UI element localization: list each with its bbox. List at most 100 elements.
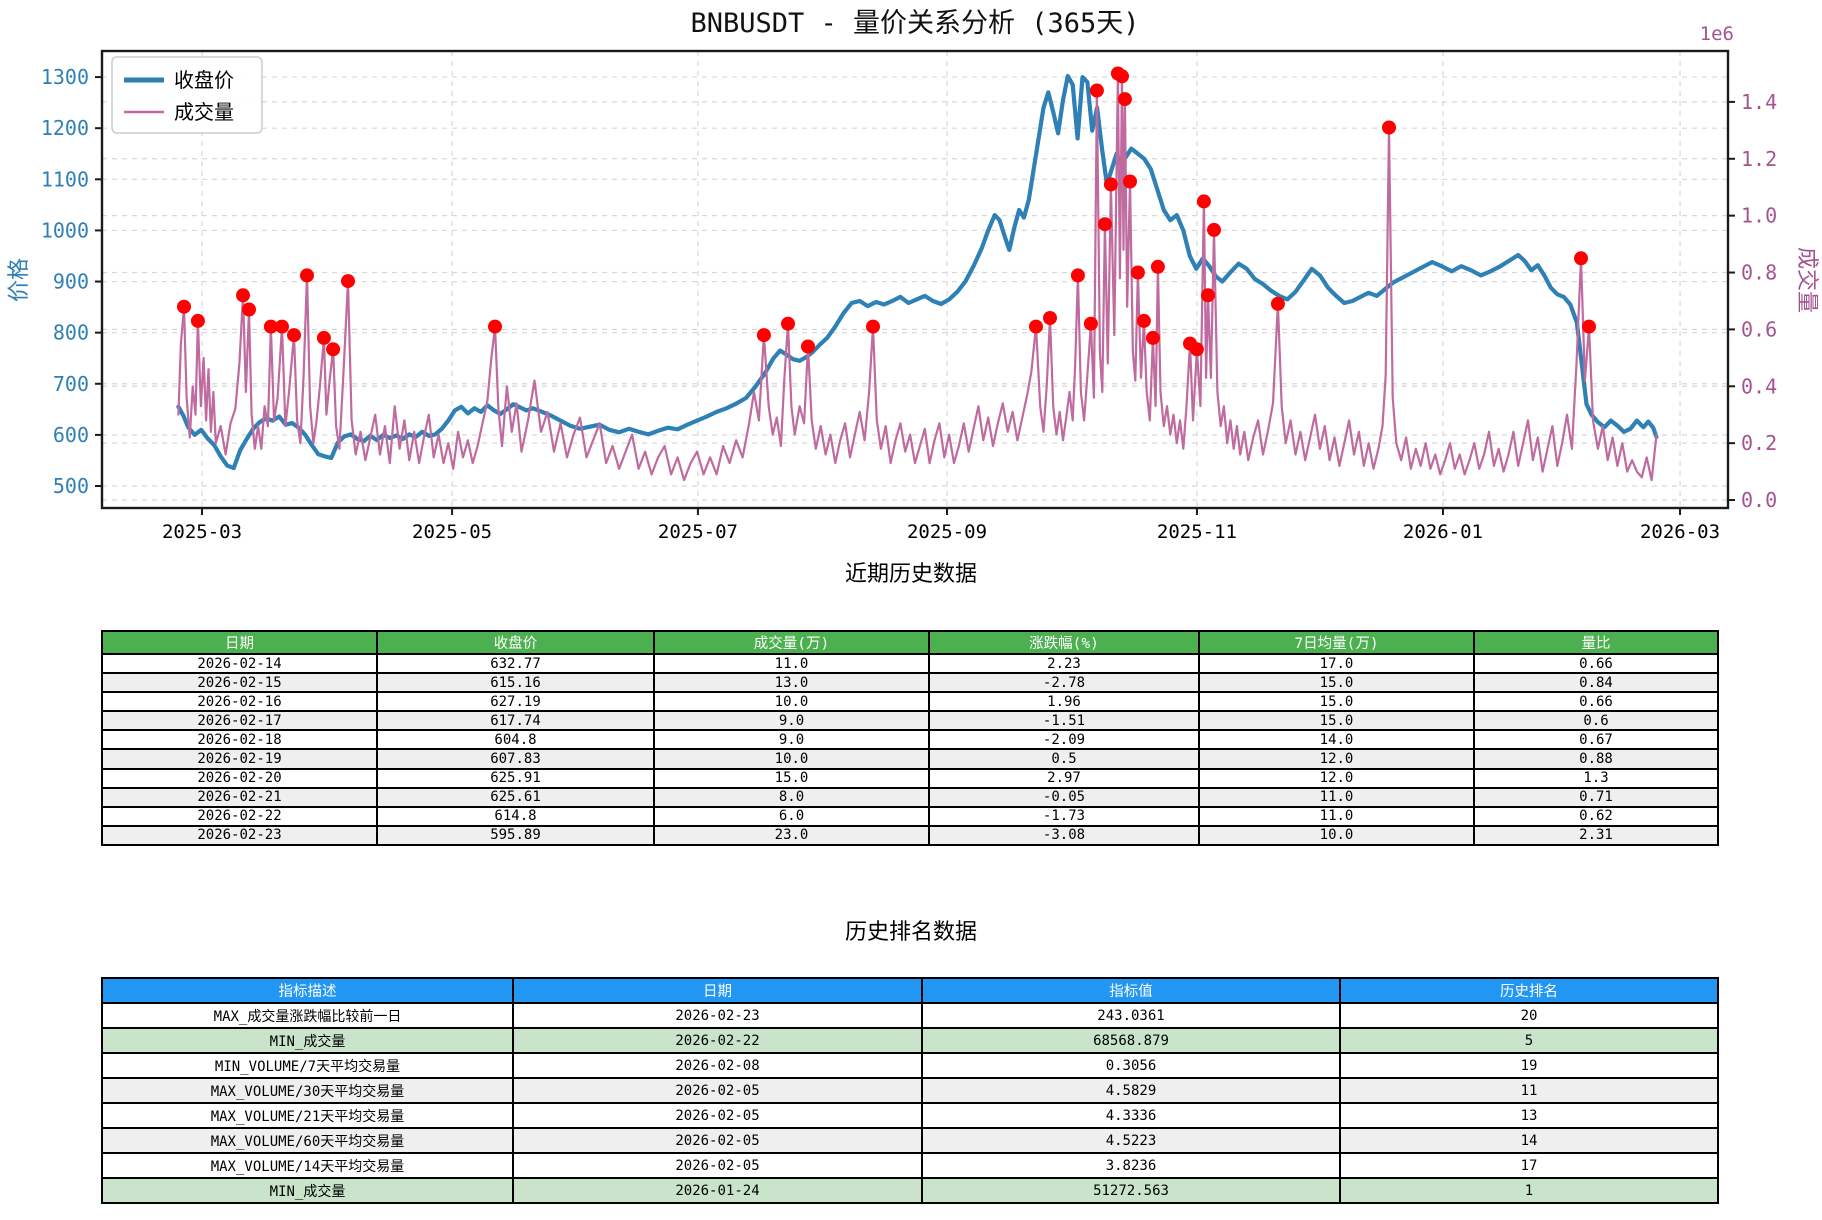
volume-spike-marker xyxy=(1083,316,1098,331)
date-tick-label: 2025-03 xyxy=(162,521,242,543)
table-cell: 4.5829 xyxy=(921,1077,1341,1104)
table-cell: 15.0 xyxy=(1198,710,1475,732)
table-header-row: 指标描述 日期 指标值 历史排名 xyxy=(101,977,1719,1004)
volume-tick-label: 0.8 xyxy=(1741,261,1777,285)
volume-spike-marker xyxy=(1150,259,1165,274)
table-cell: 2026-02-05 xyxy=(512,1152,923,1179)
table-row: 2026-02-14 632.77 11.0 2.23 17.0 0.66 xyxy=(101,652,1719,675)
volume-spike-marker xyxy=(488,319,502,334)
table-row: MAX_VOLUME/21天平均交易量 2026-02-05 4.3336 13 xyxy=(101,1102,1719,1129)
volume-tick-label: 1.0 xyxy=(1741,204,1777,228)
table-row: 2026-02-16 627.19 10.0 1.96 15.0 0.66 xyxy=(101,691,1719,713)
table-cell: 11.0 xyxy=(653,652,930,675)
table-cell: 10.0 xyxy=(653,748,930,770)
table-cell: 0.3056 xyxy=(921,1052,1341,1079)
table-row: MAX_VOLUME/60天平均交易量 2026-02-05 4.5223 14 xyxy=(101,1127,1719,1154)
table-cell: 9.0 xyxy=(653,710,930,732)
volume-spike-marker xyxy=(242,302,256,317)
volume-spike-marker xyxy=(866,319,880,334)
table-cell: 632.77 xyxy=(376,652,655,675)
table-cell: 3.8236 xyxy=(921,1152,1341,1179)
table-cell: 13.0 xyxy=(653,672,930,694)
table-cell: 15.0 xyxy=(653,767,930,789)
table-cell: 615.16 xyxy=(376,672,655,694)
volume-tick-label: 1.2 xyxy=(1741,147,1777,171)
table-cell: 2026-02-21 xyxy=(101,786,378,808)
column-header: 指标描述 xyxy=(101,977,514,1004)
table-cell: 2026-02-20 xyxy=(101,767,378,789)
table-cell: 2026-02-19 xyxy=(101,748,378,770)
volume-spike-marker xyxy=(756,328,771,343)
table-cell: 11.0 xyxy=(1198,786,1475,808)
table-cell: 9.0 xyxy=(653,729,930,751)
table-cell: 8.0 xyxy=(653,786,930,808)
table-cell: 17 xyxy=(1339,1152,1719,1179)
table-cell: 2.23 xyxy=(928,652,1200,675)
table-cell: 2.31 xyxy=(1473,824,1719,846)
table-cell: 625.91 xyxy=(376,767,655,789)
column-header: 日期 xyxy=(101,630,378,655)
price-tick-label: 500 xyxy=(53,474,89,498)
table-cell: 1.3 xyxy=(1473,767,1719,789)
historical-ranking-table-body: MAX_成交量涨跌幅比较前一日 2026-02-23 243.0361 20 MIN_成… xyxy=(101,1002,1719,1204)
date-tick-label: 2026-01 xyxy=(1403,521,1483,543)
table-row: 2026-02-21 625.61 8.0 -0.05 11.0 0.71 xyxy=(101,786,1719,808)
recent-data-heading: 近期历史数据 xyxy=(844,562,977,587)
table-cell: 2026-02-08 xyxy=(512,1052,923,1079)
table-cell: 0.66 xyxy=(1473,652,1719,675)
table-cell: 19 xyxy=(1339,1052,1719,1079)
table-row: 2026-02-20 625.91 15.0 2.97 12.0 1.3 xyxy=(101,767,1719,789)
volume-spike-marker xyxy=(1070,268,1085,283)
table-cell: 625.61 xyxy=(376,786,655,808)
table-cell: -1.73 xyxy=(928,805,1200,827)
table-row: MIN_成交量 2026-02-22 68568.879 5 xyxy=(101,1027,1719,1054)
price-tick-label: 600 xyxy=(53,423,89,447)
volume-spike-marker xyxy=(1145,330,1160,345)
date-tick-label: 2025-11 xyxy=(1157,521,1237,543)
volume-spike-marker xyxy=(1574,251,1588,266)
table-cell: 15.0 xyxy=(1198,691,1475,713)
table-cell: 607.83 xyxy=(376,748,655,770)
table-cell: -2.78 xyxy=(928,672,1200,694)
table-cell: 17.0 xyxy=(1198,652,1475,675)
volume-spike-marker xyxy=(1089,83,1104,98)
volume-line xyxy=(177,72,1658,482)
table-cell: -1.51 xyxy=(928,710,1200,732)
table-cell: 15.0 xyxy=(1198,672,1475,694)
column-header: 指标值 xyxy=(921,977,1341,1004)
table-cell: 20 xyxy=(1339,1002,1719,1029)
table-cell: 2026-02-23 xyxy=(512,1002,923,1029)
volume-spike-marker xyxy=(300,268,314,283)
table-row: MAX_VOLUME/30天平均交易量 2026-02-05 4.5829 11 xyxy=(101,1077,1719,1104)
table-row: 2026-02-23 595.89 23.0 -3.08 10.0 2.31 xyxy=(101,824,1719,846)
volume-spike-marker xyxy=(781,316,795,331)
table-cell: 614.8 xyxy=(376,805,655,827)
legend-label: 收盘价 xyxy=(174,68,234,92)
volume-spike-marker xyxy=(1382,120,1396,135)
volume-spike-marker xyxy=(1136,313,1151,328)
price-tick-label: 1300 xyxy=(41,65,89,89)
recent-history-table-body: 2026-02-14 632.77 11.0 2.23 17.0 0.66 2026-02-… xyxy=(101,652,1719,846)
volume-spike-marker xyxy=(326,342,341,357)
table-cell: 4.3336 xyxy=(921,1102,1341,1129)
volume-spike-marker xyxy=(1029,319,1043,334)
volume-spike-marker xyxy=(341,274,355,289)
table-cell: MIN_成交量 xyxy=(101,1177,514,1204)
table-cell: 12.0 xyxy=(1198,748,1475,770)
volume-spike-marker xyxy=(1189,342,1204,357)
table-cell: 68568.879 xyxy=(921,1027,1341,1054)
table-cell: -2.09 xyxy=(928,729,1200,751)
price-tick-label: 1200 xyxy=(41,116,89,140)
volume-tick-label: 1.4 xyxy=(1741,90,1777,114)
table-cell: 617.74 xyxy=(376,710,655,732)
table-header-row: 日期 收盘价 成交量(万) 涨跌幅(%) 7日均量(万) 量比 xyxy=(101,630,1719,655)
table-row: MAX_成交量涨跌幅比较前一日 2026-02-23 243.0361 20 xyxy=(101,1002,1719,1029)
table-cell: 0.71 xyxy=(1473,786,1719,808)
table-cell: 0.66 xyxy=(1473,691,1719,713)
recent-history-table: 日期 收盘价 成交量(万) 涨跌幅(%) 7日均量(万) 量比 2026-02-14 632… xyxy=(101,630,1719,846)
table-row: MAX_VOLUME/14天平均交易量 2026-02-05 3.8236 17 xyxy=(101,1152,1719,1179)
volume-tick-label: 0.2 xyxy=(1741,431,1777,455)
table-cell: MIN_VOLUME/7天平均交易量 xyxy=(101,1052,514,1079)
table-cell: 0.84 xyxy=(1473,672,1719,694)
table-cell: 2026-02-18 xyxy=(101,729,378,751)
